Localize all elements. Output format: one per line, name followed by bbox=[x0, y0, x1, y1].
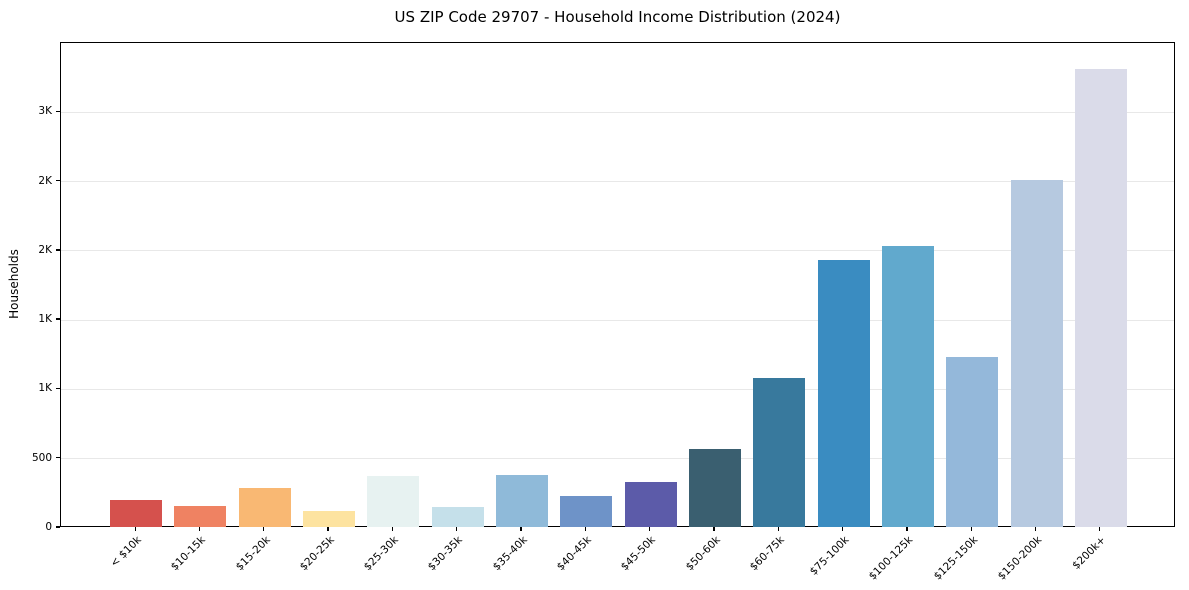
x-tick-mark bbox=[1034, 527, 1037, 531]
y-tick-mark bbox=[56, 387, 60, 390]
x-tick-label-text: $35-40k bbox=[490, 534, 530, 574]
bar-$125-150k bbox=[946, 356, 999, 527]
x-tick-label-text: < $10k bbox=[108, 534, 144, 570]
x-tick-label-text: $60-75k bbox=[747, 534, 787, 574]
x-tick-mark bbox=[327, 527, 329, 531]
x-tick-label-text: $200k+ bbox=[1070, 534, 1109, 572]
bar-$100-125k bbox=[881, 246, 934, 527]
bar-$35-40k bbox=[496, 475, 549, 527]
x-tick-label-text: $40-45k bbox=[554, 534, 594, 574]
x-tick-label-text: $50-60k bbox=[683, 534, 723, 574]
y-tick-mark bbox=[56, 526, 60, 528]
bar-$200k+ bbox=[1074, 68, 1127, 527]
gridline bbox=[61, 250, 1174, 252]
bar-$75-100k bbox=[817, 259, 870, 527]
y-tick-mark bbox=[56, 179, 60, 182]
x-tick-label-text: $30-35k bbox=[426, 534, 466, 574]
x-tick-mark bbox=[456, 527, 458, 531]
x-tick-mark bbox=[391, 527, 394, 531]
x-tick-mark bbox=[134, 527, 136, 531]
y-tick-label: 1K bbox=[38, 382, 52, 395]
bar-$60-75k bbox=[753, 377, 806, 527]
x-tick-mark bbox=[649, 527, 651, 531]
bar-$150-200k bbox=[1010, 180, 1063, 527]
x-tick-label-text: $100-125k bbox=[866, 534, 916, 583]
x-tick-label-text: $25-30k bbox=[361, 534, 401, 574]
y-tick-label: 0 bbox=[45, 521, 52, 533]
x-tick-mark bbox=[1099, 527, 1101, 531]
gridline bbox=[61, 388, 1174, 390]
bar-$10-15k bbox=[174, 505, 227, 527]
x-tick-mark bbox=[906, 527, 908, 531]
y-tick-label: 1K bbox=[38, 313, 52, 326]
bar-$15-20k bbox=[238, 487, 291, 527]
bar-$30-35k bbox=[431, 506, 484, 527]
x-tick-label-text: $125-150k bbox=[931, 534, 980, 583]
gridline bbox=[61, 319, 1174, 321]
x-tick-mark bbox=[970, 527, 972, 531]
y-tick-label: 3K bbox=[38, 105, 52, 118]
x-tick-label-text: $75-100k bbox=[807, 534, 852, 578]
y-tick-mark bbox=[56, 110, 60, 112]
x-tick-label-text: $15-20k bbox=[233, 534, 273, 574]
y-tick-mark bbox=[56, 249, 60, 251]
x-tick-label-text: $45-50k bbox=[619, 534, 659, 574]
gridline bbox=[61, 458, 1174, 460]
x-tick-mark bbox=[841, 527, 844, 531]
x-tick-label-text: $20-25k bbox=[297, 534, 337, 574]
y-axis-label: Households bbox=[7, 249, 21, 319]
y-tick-mark bbox=[56, 318, 60, 320]
chart-title: US ZIP Code 29707 - Household Income Dis… bbox=[394, 8, 841, 26]
bar-$25-30k bbox=[367, 476, 420, 527]
gridline bbox=[61, 111, 1174, 113]
bar-$45-50k bbox=[624, 481, 677, 527]
x-tick-mark bbox=[777, 527, 779, 531]
y-tick-label: 2K bbox=[38, 174, 52, 187]
gridline bbox=[61, 181, 1174, 183]
x-tick-label-text: $10-15k bbox=[168, 534, 208, 574]
x-tick-mark bbox=[713, 527, 715, 531]
bar-$40-45k bbox=[560, 496, 613, 527]
x-tick-mark bbox=[198, 527, 201, 531]
plot-area bbox=[60, 42, 1175, 527]
y-tick-label: 500 bbox=[31, 451, 52, 464]
bar-$50-60k bbox=[688, 449, 741, 527]
x-tick-mark bbox=[263, 527, 265, 531]
x-tick-mark bbox=[520, 527, 522, 531]
x-tick-mark bbox=[584, 527, 586, 531]
bar-< $10k bbox=[110, 499, 163, 527]
y-tick-label: 2K bbox=[38, 243, 52, 256]
x-tick-label-text: $150-200k bbox=[995, 534, 1045, 583]
bar-$20-25k bbox=[303, 510, 356, 527]
y-tick-mark bbox=[56, 457, 60, 459]
